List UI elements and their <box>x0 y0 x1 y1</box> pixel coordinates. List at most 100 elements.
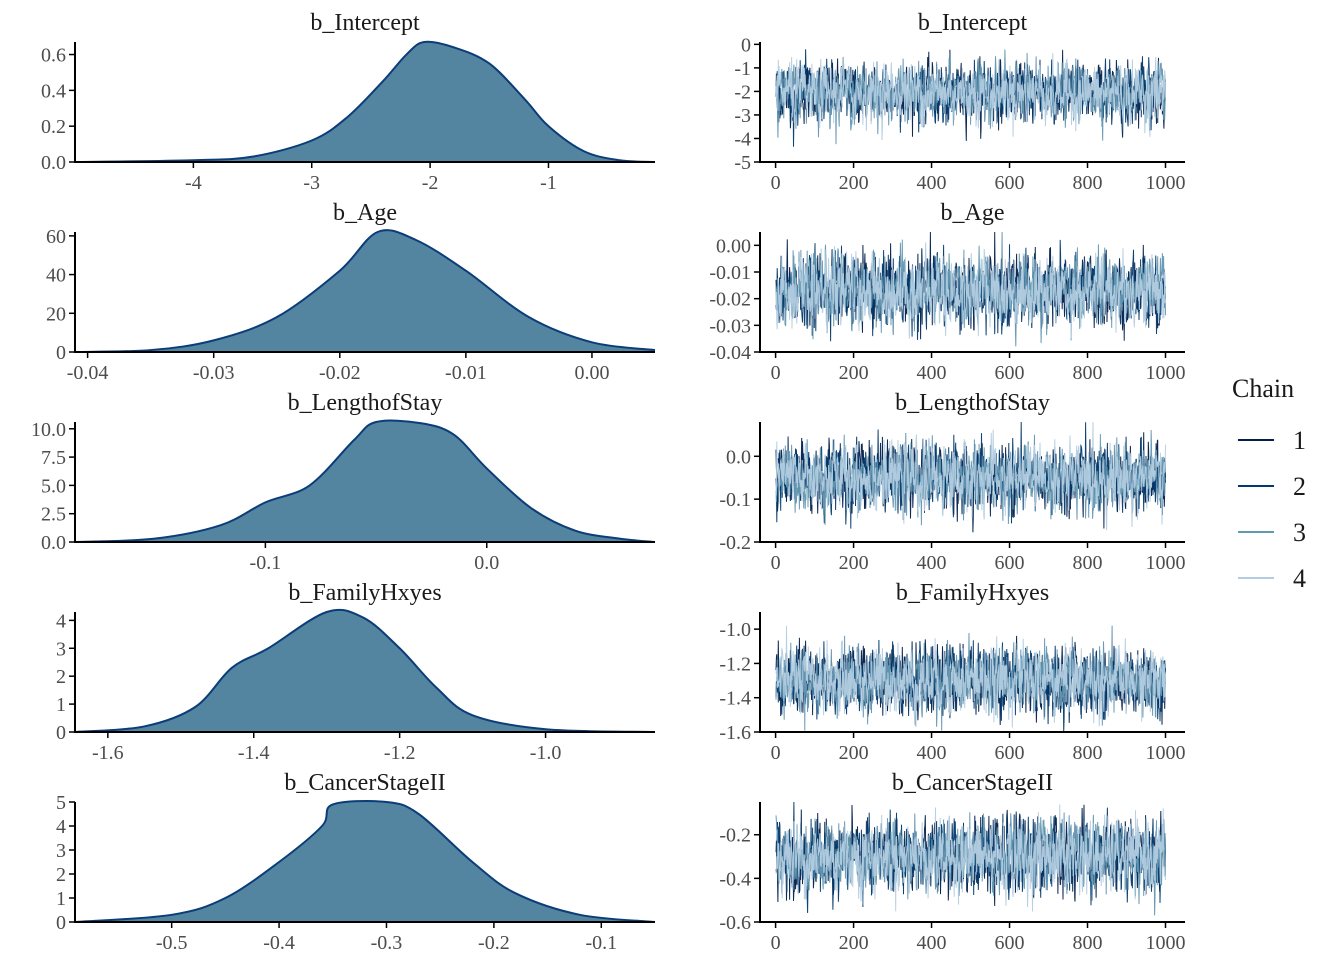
y-tick-label: 10.0 <box>31 419 66 441</box>
x-tick-label: 800 <box>1073 172 1103 194</box>
trace-line-chain-4 <box>775 53 1166 141</box>
y-tick-label: -4 <box>734 128 751 150</box>
x-tick-label: 400 <box>917 552 947 574</box>
y-tick-label: -0.2 <box>719 825 751 847</box>
x-tick-label: -0.03 <box>193 362 235 384</box>
x-tick-label: -0.02 <box>319 362 361 384</box>
panel-title: b_Age <box>333 200 397 226</box>
x-tick-label: -0.1 <box>250 552 282 574</box>
legend-title: Chain <box>1232 374 1294 403</box>
trace-panel-b_CancerStageII: b_CancerStageII 0 200 400 600 800 1000 -0.2 -0.4… <box>719 770 1185 954</box>
y-tick-label: -1.4 <box>719 688 751 710</box>
x-tick-label: 400 <box>917 742 947 764</box>
y-tick-label: 4 <box>56 610 66 632</box>
panel-title: b_FamilyHxyes <box>288 580 441 606</box>
density-line <box>74 229 656 353</box>
y-tick-label: 0.0 <box>41 152 66 174</box>
y-tick-label: 7.5 <box>41 447 66 469</box>
x-tick-label: 400 <box>917 172 947 194</box>
legend-item-4: 4 <box>1238 564 1306 593</box>
trace-line-chain-4 <box>775 421 1166 531</box>
y-tick-label: 3 <box>56 638 66 660</box>
density-area <box>75 41 655 162</box>
x-tick-label: -1.6 <box>92 742 124 764</box>
panel-title: b_LengthofStay <box>895 390 1050 416</box>
density-area <box>75 230 655 352</box>
x-tick-label: 0.0 <box>474 552 499 574</box>
y-tick-label: 0.4 <box>41 80 66 102</box>
x-tick-label: 1000 <box>1146 172 1186 194</box>
x-tick-label: -1.4 <box>238 742 270 764</box>
y-tick-label: 0.0 <box>41 532 66 554</box>
x-tick-label: 200 <box>839 172 869 194</box>
y-tick-label: -0.1 <box>719 489 751 511</box>
density-area <box>75 801 655 922</box>
trace-line-chain-4 <box>775 242 1166 339</box>
x-tick-label: 1000 <box>1146 932 1186 954</box>
density-panel-b_Age: b_Age -0.04 -0.03 -0.02 -0.01 0.00 0 20 40 60 <box>46 200 656 384</box>
x-tick-label: -0.04 <box>67 362 109 384</box>
legend-item-3: 3 <box>1238 518 1306 547</box>
y-tick-label: -0.03 <box>709 315 751 337</box>
y-tick-label: 0 <box>741 34 751 56</box>
x-tick-label: -0.5 <box>156 932 188 954</box>
x-tick-label: 600 <box>995 742 1025 764</box>
x-tick-label: 1000 <box>1146 742 1186 764</box>
density-line <box>74 419 656 543</box>
y-tick-label: 0 <box>56 912 66 934</box>
x-tick-label: -0.3 <box>371 932 403 954</box>
y-tick-label: 2.5 <box>41 504 66 526</box>
panel-title: b_CancerStageII <box>284 770 445 796</box>
y-tick-label: 1 <box>56 694 66 716</box>
y-tick-label: 0.2 <box>41 116 66 138</box>
y-tick-label: -0.2 <box>719 532 751 554</box>
y-tick-label: 5.0 <box>41 475 66 497</box>
y-tick-label: -0.02 <box>709 289 751 311</box>
density-line <box>74 800 656 923</box>
x-tick-label: 0 <box>771 552 781 574</box>
y-tick-label: -0.01 <box>709 262 751 284</box>
x-tick-label: 200 <box>839 932 869 954</box>
y-tick-label: 2 <box>56 666 66 688</box>
y-tick-label: 60 <box>46 226 66 248</box>
panel-title: b_CancerStageII <box>892 770 1053 796</box>
y-tick-label: -2 <box>734 81 751 103</box>
x-tick-label: 600 <box>995 552 1025 574</box>
density-panel-b_Intercept: b_Intercept -4 -3 -2 -1 0.0 0.2 0.4 0.6 <box>41 10 656 194</box>
y-tick-label: -1 <box>734 58 751 80</box>
density-panel-b_LengthofStay: b_LengthofStay -0.1 0.0 0.0 2.5 5.0 7.5 10.0 <box>31 390 656 574</box>
x-tick-label: 1000 <box>1146 362 1186 384</box>
y-tick-label: -3 <box>734 105 751 127</box>
y-tick-label: -1.2 <box>719 653 751 675</box>
panel-title: b_Age <box>941 200 1005 226</box>
trace-line-chain-4 <box>775 625 1166 728</box>
panel-title: b_Intercept <box>918 10 1028 36</box>
legend-item-1: 1 <box>1238 426 1306 455</box>
x-tick-label: 600 <box>995 932 1025 954</box>
panel-title: b_Intercept <box>310 10 420 36</box>
x-tick-label: 0 <box>771 932 781 954</box>
density-panel-b_FamilyHxyes: b_FamilyHxyes -1.6 -1.4 -1.2 -1.0 0 1 2 3 4 <box>56 580 656 764</box>
x-tick-label: 600 <box>995 362 1025 384</box>
y-tick-label: 0 <box>56 342 66 364</box>
y-tick-label: 40 <box>46 265 66 287</box>
x-tick-label: -4 <box>185 172 202 194</box>
y-tick-label: -1.0 <box>719 619 751 641</box>
x-tick-label: 1000 <box>1146 552 1186 574</box>
x-tick-label: -2 <box>422 172 439 194</box>
panel-title: b_LengthofStay <box>288 390 443 416</box>
x-tick-label: -1 <box>540 172 557 194</box>
trace-line-chain-4 <box>775 804 1166 912</box>
x-tick-label: -0.2 <box>478 932 510 954</box>
x-tick-label: -3 <box>303 172 320 194</box>
y-tick-label: -0.04 <box>709 342 751 364</box>
x-tick-label: 0 <box>771 362 781 384</box>
y-tick-label: 0.6 <box>41 45 66 67</box>
x-tick-label: 800 <box>1073 742 1103 764</box>
x-tick-label: -0.4 <box>263 932 295 954</box>
y-tick-label: 20 <box>46 303 66 325</box>
panel-title: b_FamilyHxyes <box>896 580 1049 606</box>
y-tick-label: 5 <box>56 792 66 814</box>
x-tick-label: 400 <box>917 932 947 954</box>
